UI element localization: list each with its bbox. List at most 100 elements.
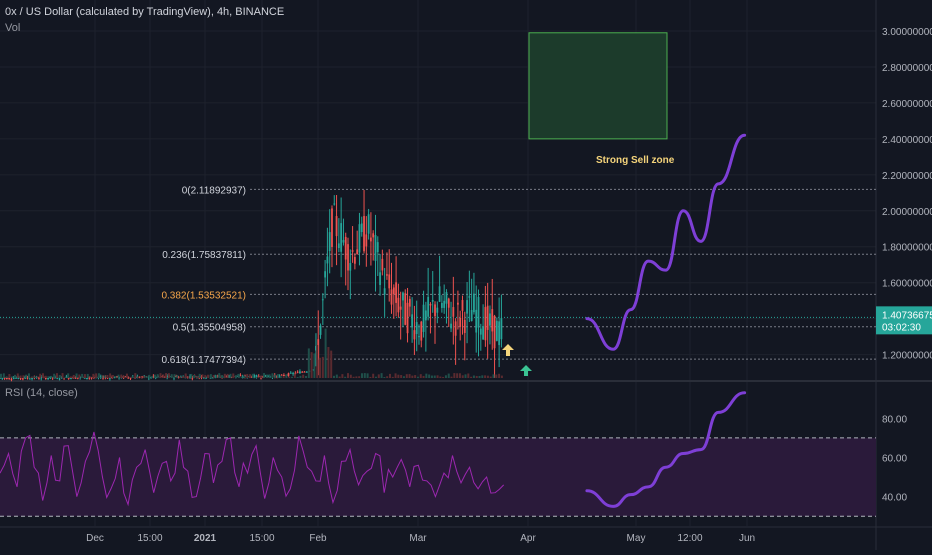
- candle-body-132: [301, 371, 304, 373]
- volume-bar-84: [235, 375, 238, 378]
- volume-bar-89: [249, 374, 252, 378]
- volume-bar-128: [358, 376, 361, 378]
- candle-body-18: [40, 377, 43, 379]
- volume-bar-20: [55, 373, 58, 378]
- candle-body-113: [257, 375, 260, 377]
- volume-bar-96: [268, 374, 271, 378]
- volume-bar-27: [75, 373, 78, 378]
- volume-bar-61: [170, 374, 173, 378]
- volume-bar-136: [380, 373, 383, 378]
- time-tick-9: Jun: [739, 533, 755, 544]
- rsi-projection-path: [585, 391, 747, 508]
- volume-bar-6: [16, 373, 19, 378]
- candle-body-176: [402, 292, 404, 301]
- candle-body-180: [411, 314, 414, 328]
- candle-body-29: [65, 376, 68, 378]
- candle-body-211: [482, 326, 484, 340]
- candle-body-179: [408, 298, 411, 307]
- candle-body-167: [381, 258, 384, 271]
- volume-bar-60: [167, 373, 170, 378]
- candle-body-17: [38, 378, 40, 380]
- volume-bar-52: [145, 376, 148, 378]
- volume-bar-161: [450, 376, 453, 378]
- candle-body-7: [15, 377, 17, 379]
- candle-body-155: [353, 257, 356, 264]
- candle-body-143: [326, 256, 329, 264]
- candle-body-206: [470, 310, 473, 322]
- volume-bar-126: [352, 376, 355, 378]
- volume-bar-157: [439, 376, 442, 378]
- volume-bar-165: [461, 375, 464, 378]
- volume-bar-140: [391, 376, 394, 378]
- volume-bar-93: [260, 376, 263, 378]
- volume-bar-112: [313, 353, 316, 378]
- candle-body-219: [500, 318, 503, 340]
- candle-body-205: [468, 296, 471, 298]
- candle-body-170: [388, 274, 391, 289]
- volume-bar-68: [190, 373, 193, 378]
- volume-bar-120: [335, 374, 338, 378]
- candle-body-141: [321, 299, 324, 301]
- candle-body-152: [347, 244, 349, 271]
- volume-bar-105: [293, 373, 296, 378]
- volume-bar-76: [212, 375, 215, 378]
- volume-bar-51: [142, 375, 145, 378]
- candle-body-48: [108, 377, 111, 379]
- volume-bar-139: [388, 373, 391, 378]
- candle-body-192: [438, 286, 441, 302]
- candle-body-146: [333, 203, 336, 205]
- strong-sell-zone[interactable]: [528, 32, 668, 140]
- candle-body-166: [379, 272, 381, 285]
- volume-bar-88: [246, 374, 249, 378]
- fib-label-4: 0.618(1.17477394): [161, 355, 246, 366]
- volume-bar-113: [316, 345, 319, 378]
- candle-body-172: [392, 287, 395, 295]
- volume-bar-119: [333, 375, 336, 378]
- volume-bar-166: [464, 374, 467, 378]
- volume-bar-56: [156, 374, 159, 378]
- volume-bar-7: [19, 375, 22, 378]
- volume-bar-23: [64, 376, 67, 378]
- volume-bar-110: [307, 348, 310, 378]
- volume-bar-16: [44, 375, 47, 378]
- volume-bar-154: [430, 375, 433, 378]
- candle-body-124: [283, 374, 285, 377]
- volume-label: Vol: [5, 22, 21, 34]
- candle-body-117: [266, 376, 269, 378]
- volume-bar-26: [72, 374, 75, 378]
- candle-body-217: [495, 320, 498, 341]
- volume-bar-38: [106, 374, 109, 378]
- volume-bar-121: [338, 376, 341, 378]
- price-tick-4: 2.00000000: [882, 207, 932, 218]
- candle-body-62: [141, 376, 143, 378]
- time-tick-7: May: [627, 533, 646, 544]
- price-tick-6: 2.40000000: [882, 135, 932, 146]
- candle-body-188: [429, 304, 432, 306]
- volume-bar-77: [215, 375, 218, 378]
- volume-bar-173: [484, 375, 487, 378]
- volume-bar-99: [277, 374, 280, 378]
- volume-bar-63: [176, 375, 179, 378]
- volume-bar-22: [61, 373, 64, 378]
- volume-bar-30: [83, 374, 86, 378]
- price-tick-2: 1.60000000: [882, 279, 932, 290]
- candle-body-181: [413, 330, 416, 340]
- volume-bar-117: [327, 346, 330, 378]
- candle-body-200: [457, 302, 459, 305]
- candle-body-177: [404, 293, 407, 325]
- volume-bar-144: [402, 376, 405, 378]
- volume-bar-115: [321, 356, 324, 378]
- candle-body-202: [461, 300, 464, 311]
- volume-bar-116: [324, 328, 327, 378]
- candle-body-30: [67, 377, 70, 379]
- candle-body-191: [436, 307, 439, 313]
- candle-body-61: [138, 377, 141, 379]
- volume-bar-143: [400, 375, 403, 378]
- volume-bar-50: [139, 376, 142, 378]
- time-tick-1: 15:00: [137, 533, 162, 544]
- volume-bar-80: [223, 373, 226, 378]
- candle-body-201: [459, 317, 462, 327]
- volume-bar-5: [13, 374, 16, 378]
